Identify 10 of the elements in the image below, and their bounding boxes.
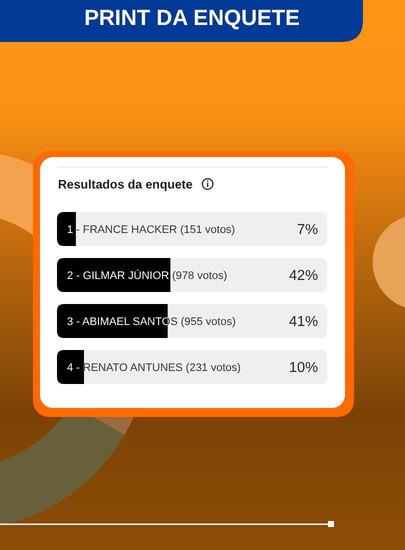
data-label: 7% [297, 222, 318, 238]
y-tick-label: 1 - FRANCE HACKER (151 votos) [67, 224, 236, 236]
chart-subtitle: Resultados da enquete [58, 177, 193, 192]
chart-title: PRINT DA ENQUETE [84, 5, 300, 30]
data-label: 41% [288, 314, 318, 330]
bar [57, 350, 84, 384]
y-tick-label: 2 - GILMAR JÚNIOR (978 votos) [67, 268, 228, 282]
bar [57, 212, 76, 246]
data-label: 10% [288, 360, 318, 376]
data-label: 42% [288, 268, 318, 284]
